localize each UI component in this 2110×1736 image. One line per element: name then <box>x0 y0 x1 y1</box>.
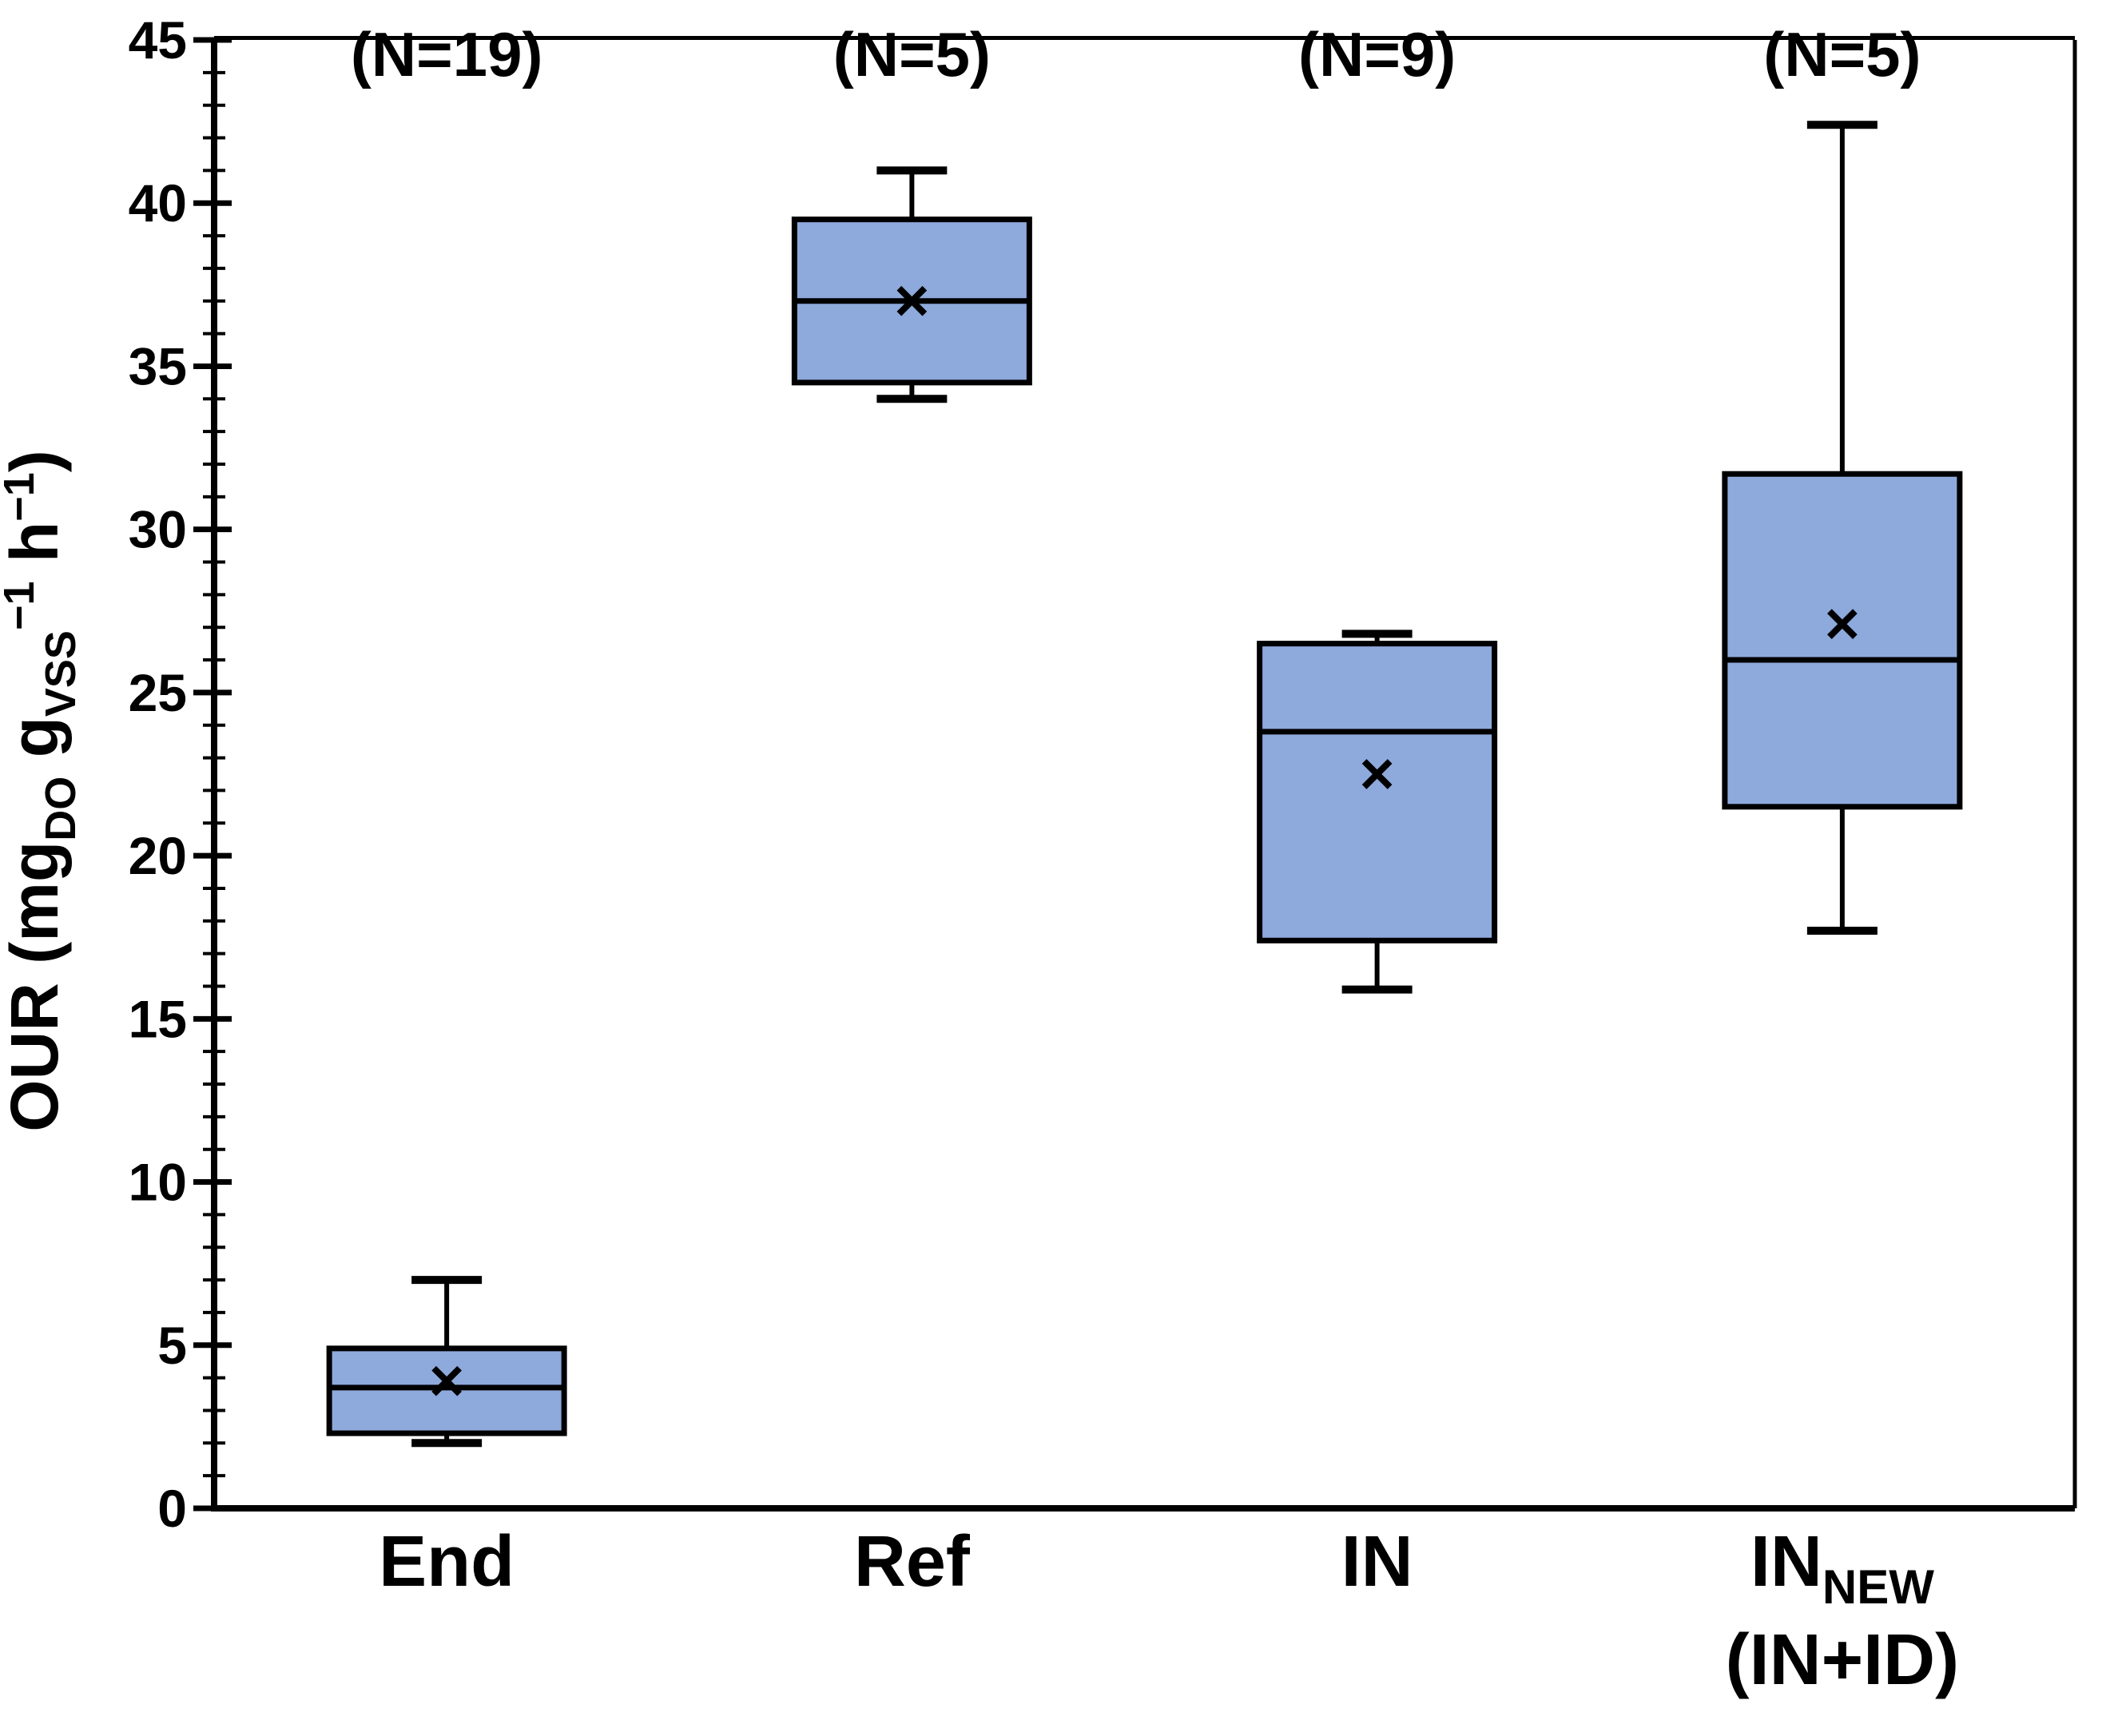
box-rect <box>1722 471 1963 810</box>
y-tick-label: 5 <box>157 1316 187 1375</box>
y-tick-label: 0 <box>157 1479 187 1538</box>
y-tick-label: 10 <box>129 1153 187 1212</box>
box-rect <box>1257 641 1498 943</box>
category-label: INNEW <box>1750 1522 1934 1614</box>
y-tick-label: 40 <box>129 173 187 232</box>
category-label: Ref <box>854 1522 971 1602</box>
y-tick-label: 45 <box>129 10 187 70</box>
mean-marker <box>431 1365 462 1396</box>
category-label: End <box>379 1522 515 1602</box>
category-label-line2: (IN+ID) <box>1726 1620 1960 1700</box>
y-axis-title: OUR (mgDO gVSS−1 h−1) <box>0 450 85 1132</box>
box-rect <box>326 1345 567 1436</box>
mean-marker <box>1361 759 1393 789</box>
sample-size-label: (N=5) <box>833 19 991 89</box>
mean-marker <box>896 285 928 316</box>
sample-size-label: (N=9) <box>1298 19 1456 89</box>
y-tick-label: 20 <box>129 826 187 885</box>
category-label: IN <box>1341 1522 1413 1602</box>
sample-size-label: (N=19) <box>351 19 543 89</box>
y-tick-label: 30 <box>129 500 187 559</box>
sample-size-label: (N=5) <box>1763 19 1921 89</box>
y-tick-label: 15 <box>129 989 187 1048</box>
y-tick-label: 35 <box>129 336 187 395</box>
y-tick-label: 25 <box>129 663 187 722</box>
mean-marker <box>1827 609 1858 639</box>
